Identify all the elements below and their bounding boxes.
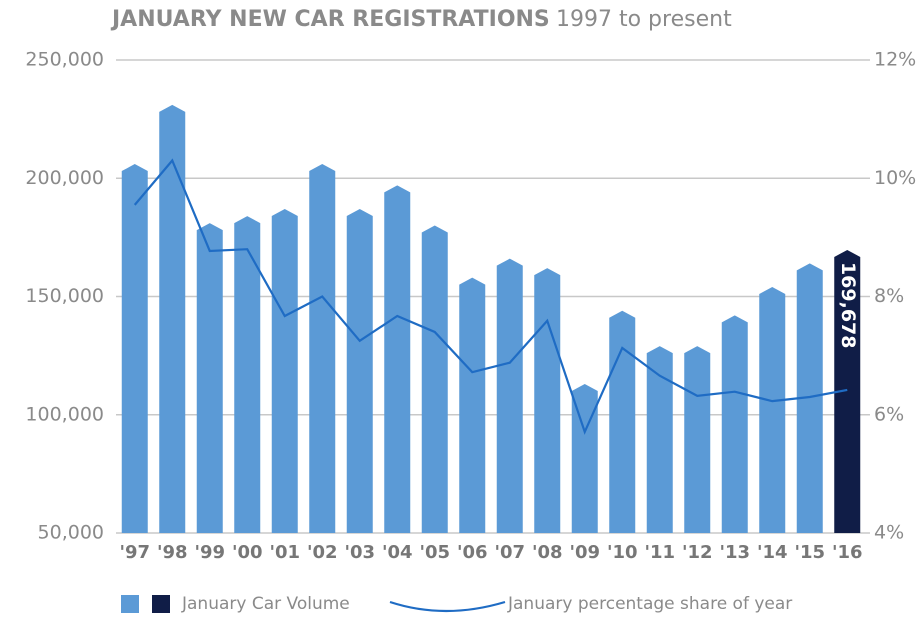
- bar: [121, 164, 148, 533]
- chart-subtitle: 1997 to present: [556, 7, 732, 32]
- bar: [571, 384, 598, 533]
- bar: [759, 287, 786, 533]
- value-label: 169,678: [837, 262, 859, 349]
- x-tick-label: '07: [494, 542, 525, 563]
- legend-swatch: [152, 595, 170, 613]
- bar: [609, 310, 636, 533]
- bar: [234, 216, 261, 533]
- y2-tick-label: 10%: [874, 167, 916, 189]
- bar: [796, 263, 823, 533]
- x-tick-label: '05: [419, 542, 450, 563]
- bar: [496, 258, 523, 533]
- x-tick-label: '99: [194, 542, 225, 563]
- y-tick-label: 50,000: [38, 522, 104, 544]
- legend-line: [389, 600, 506, 613]
- y2-tick-label: 8%: [874, 285, 904, 307]
- bar: [459, 277, 486, 533]
- y2-tick-label: 6%: [874, 403, 904, 425]
- chart-title: JANUARY NEW CAR REGISTRATIONS: [110, 7, 550, 32]
- x-tick-label: '14: [757, 542, 788, 563]
- x-tick-label: '02: [307, 542, 338, 563]
- legend-label: January Car Volume: [181, 594, 350, 614]
- bar: [309, 164, 336, 533]
- bar: [384, 185, 411, 533]
- bar: [684, 346, 711, 533]
- x-tick-label: '15: [794, 542, 825, 563]
- x-tick-label: '01: [269, 542, 300, 563]
- x-tick-label: '04: [382, 542, 413, 563]
- bar: [421, 225, 448, 534]
- y-tick-label: 150,000: [25, 285, 104, 307]
- line: [133, 158, 848, 435]
- bar: [159, 104, 186, 533]
- bar: [346, 208, 373, 533]
- x-tick-label: '06: [457, 542, 488, 563]
- x-tick-label: '13: [719, 542, 750, 563]
- y-tick-label: 200,000: [25, 167, 104, 189]
- y-tick-label: 100,000: [25, 403, 104, 425]
- bar: [834, 249, 861, 533]
- x-tick-label: '03: [344, 542, 375, 563]
- legend-label: January percentage share of year: [507, 594, 792, 614]
- y2-tick-label: 12%: [874, 49, 916, 71]
- x-tick-label: '11: [644, 542, 675, 563]
- y2-tick-label: 4%: [874, 522, 904, 544]
- y-tick-label: 250,000: [25, 49, 104, 71]
- x-tick-label: '16: [832, 542, 863, 563]
- bar: [646, 346, 673, 533]
- bar: [271, 208, 298, 533]
- x-tick-label: '08: [532, 542, 563, 563]
- x-tick-label: '97: [119, 542, 150, 563]
- legend-swatch: [121, 595, 139, 613]
- x-tick-label: '00: [232, 542, 263, 563]
- x-tick-label: '12: [682, 542, 713, 563]
- bar: [196, 223, 223, 533]
- bar: [534, 268, 561, 533]
- x-tick-label: '10: [607, 542, 638, 563]
- bar: [721, 315, 748, 533]
- x-tick-label: '98: [157, 542, 188, 563]
- x-tick-label: '09: [569, 542, 600, 563]
